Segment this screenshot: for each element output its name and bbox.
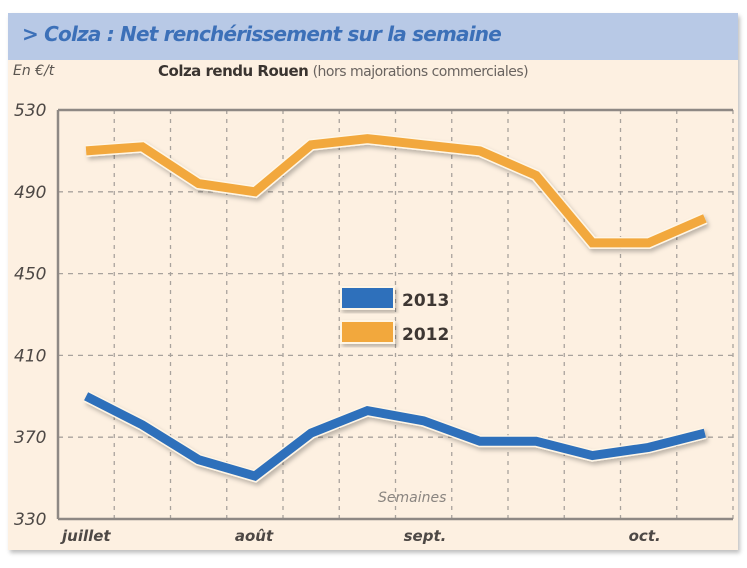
series-lines (83, 132, 708, 483)
legend-label: 2012 (402, 325, 449, 345)
x-tick-label: août (235, 527, 274, 545)
chart-title: Colza rendu Rouen (hors majorations comm… (158, 62, 529, 80)
x-tick-label: juillet (60, 527, 111, 545)
legend-item-2013: 2013 (340, 286, 449, 311)
y-tick-label: 330 (14, 510, 46, 530)
x-axis-label: Semaines (378, 490, 446, 506)
y-tick-label: 530 (14, 101, 46, 121)
series-line-2012 (85, 134, 707, 248)
chart-panel: > Colza : Net renchérissement sur la sem… (8, 13, 738, 550)
x-tick-label: oct. (629, 527, 661, 545)
series-2013 (83, 390, 707, 483)
y-tick-label: 410 (14, 346, 46, 366)
chart-title-main: Colza rendu Rouen (158, 62, 309, 80)
series-line-2013 (84, 392, 707, 482)
legend-swatch (340, 320, 395, 344)
y-tick-label: 370 (14, 428, 46, 448)
y-tick-label: 490 (14, 183, 46, 203)
legend-swatch (340, 286, 395, 310)
grid (58, 110, 734, 519)
y-tick-label: 450 (14, 265, 46, 285)
x-tick-label: sept. (404, 527, 447, 545)
legend: 2013 2012 (340, 286, 449, 345)
header-title: > Colza : Net renchérissement sur la sem… (22, 22, 502, 46)
series-2012 (85, 132, 708, 249)
legend-item-2012: 2012 (340, 320, 449, 345)
chart-title-sub: (hors majorations commerciales) (312, 64, 529, 80)
axes (56, 108, 733, 521)
header-bar: > Colza : Net renchérissement sur la sem… (8, 13, 738, 60)
unit-label: En €/t (13, 63, 55, 79)
legend-label: 2013 (402, 291, 449, 311)
y-axis-ticks: 330 370 410 450 490 530 (14, 101, 46, 530)
x-axis-ticks: juillet août sept. oct. (60, 527, 661, 545)
